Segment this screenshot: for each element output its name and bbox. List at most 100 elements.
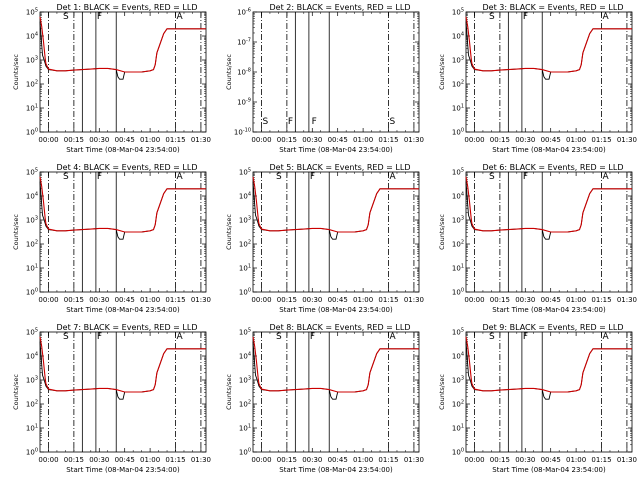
- y-tick-label: 101: [26, 424, 38, 433]
- y-tick-label: 105: [452, 8, 464, 17]
- x-tick-label: 01:15: [165, 296, 185, 304]
- x-tick-label: 01:30: [404, 296, 424, 304]
- y-tick-label: 101: [26, 104, 38, 113]
- x-tick-label: 00:00: [251, 136, 271, 144]
- event-marker-label: A: [177, 12, 184, 22]
- event-marker-label: F: [97, 332, 102, 342]
- x-tick-label: 00:15: [277, 296, 297, 304]
- panel-det-1: Det 1: BLACK = Events, RED = LLD Counts/s…: [12, 3, 211, 154]
- plot-frame: [39, 331, 207, 453]
- x-tick-label: 00:00: [251, 456, 271, 464]
- x-tick-label: 00:30: [515, 296, 535, 304]
- plot-frame: [465, 171, 633, 293]
- x-tick-label: 00:00: [38, 456, 58, 464]
- y-tick-label: 104: [452, 352, 464, 361]
- y-tick-label: 10-6: [237, 8, 251, 17]
- x-tick-label: 01:30: [191, 136, 211, 144]
- event-marker-label: A: [390, 172, 397, 182]
- y-tick-label: 105: [239, 168, 251, 177]
- x-axis-label: Start Time (08-Mar-04 23:54:00): [66, 466, 180, 474]
- y-tick-label: 102: [452, 240, 464, 249]
- x-tick-label: 00:30: [89, 296, 109, 304]
- y-tick-label: 103: [452, 216, 464, 225]
- x-axis-label: Start Time (08-Mar-04 23:54:00): [279, 146, 393, 154]
- plot-frame: [252, 331, 420, 453]
- x-tick-label: 01:30: [191, 296, 211, 304]
- x-tick-label: 00:45: [328, 136, 348, 144]
- x-tick-label: 00:45: [541, 136, 561, 144]
- panel-det-7: Det 7: BLACK = Events, RED = LLD Counts/s…: [12, 323, 211, 474]
- series-line-lld: [39, 16, 206, 73]
- chart-title: Det 2: BLACK = Events, RED = LLD: [270, 3, 411, 12]
- y-tick-label: 10-8: [237, 68, 251, 77]
- y-tick-label: 100: [239, 288, 251, 297]
- event-marker-label: S: [489, 332, 495, 342]
- y-tick-label: 103: [26, 376, 38, 385]
- event-marker-label: S: [489, 172, 495, 182]
- y-axis-label: Counts/sec: [12, 214, 20, 250]
- event-marker-label: A: [603, 332, 610, 342]
- y-tick-label: 103: [239, 216, 251, 225]
- x-tick-label: 01:15: [378, 456, 398, 464]
- x-tick-label: 01:15: [591, 296, 611, 304]
- x-tick-label: 00:45: [541, 296, 561, 304]
- event-marker-label: F: [97, 172, 102, 182]
- x-axis-label: Start Time (08-Mar-04 23:54:00): [279, 466, 393, 474]
- y-tick-label: 101: [452, 264, 464, 273]
- x-axis-label: Start Time (08-Mar-04 23:54:00): [492, 466, 606, 474]
- y-tick-label: 104: [26, 352, 38, 361]
- x-tick-label: 00:00: [464, 456, 484, 464]
- y-tick-label: 10-9: [237, 98, 251, 107]
- y-tick-label: 105: [26, 328, 38, 337]
- event-marker-label: S: [276, 332, 282, 342]
- event-marker-label: F: [523, 172, 528, 182]
- event-marker-label: S: [262, 117, 268, 127]
- chart-title: Det 6: BLACK = Events, RED = LLD: [483, 163, 624, 172]
- y-tick-label: 100: [26, 288, 38, 297]
- x-tick-label: 00:15: [64, 456, 84, 464]
- chart-title: Det 4: BLACK = Events, RED = LLD: [57, 163, 198, 172]
- y-axis-label: Counts/sec: [225, 54, 233, 90]
- x-tick-label: 01:30: [404, 456, 424, 464]
- x-tick-label: 01:30: [617, 136, 637, 144]
- x-tick-label: 01:00: [566, 136, 586, 144]
- x-tick-label: 00:00: [38, 136, 58, 144]
- y-tick-label: 105: [452, 168, 464, 177]
- x-tick-label: 00:00: [464, 136, 484, 144]
- x-tick-label: 00:45: [541, 456, 561, 464]
- x-tick-label: 00:15: [490, 456, 510, 464]
- series-line-lld: [252, 336, 419, 393]
- y-tick-label: 101: [452, 424, 464, 433]
- x-tick-label: 01:00: [140, 296, 160, 304]
- y-tick-label: 105: [26, 168, 38, 177]
- event-marker-label: F: [312, 117, 317, 127]
- event-marker-label: F: [310, 332, 315, 342]
- x-axis-label: Start Time (08-Mar-04 23:54:00): [66, 306, 180, 314]
- event-marker-label: F: [310, 172, 315, 182]
- series-line-lld: [465, 176, 632, 233]
- x-tick-label: 00:30: [302, 136, 322, 144]
- chart-title: Det 3: BLACK = Events, RED = LLD: [483, 3, 624, 12]
- x-tick-label: 00:15: [64, 136, 84, 144]
- series-line-lld: [465, 336, 632, 393]
- plot-frame: [465, 331, 633, 453]
- event-marker-label: A: [177, 332, 184, 342]
- y-tick-label: 101: [239, 424, 251, 433]
- y-tick-label: 103: [26, 216, 38, 225]
- x-tick-label: 01:00: [353, 456, 373, 464]
- plot-frame: [465, 11, 633, 133]
- y-tick-label: 102: [26, 80, 38, 89]
- x-tick-label: 00:30: [515, 136, 535, 144]
- x-tick-label: 01:00: [140, 136, 160, 144]
- y-tick-label: 104: [26, 32, 38, 41]
- event-marker-label: S: [276, 172, 282, 182]
- y-axis-label: Counts/sec: [438, 374, 446, 410]
- plot-frame: [252, 11, 420, 133]
- y-tick-label: 103: [452, 56, 464, 65]
- panel-det-3: Det 3: BLACK = Events, RED = LLD Counts/s…: [438, 3, 637, 154]
- y-tick-label: 102: [452, 80, 464, 89]
- y-tick-label: 104: [452, 32, 464, 41]
- panel-det-6: Det 6: BLACK = Events, RED = LLD Counts/s…: [438, 163, 637, 314]
- chart-title: Det 7: BLACK = Events, RED = LLD: [57, 323, 198, 332]
